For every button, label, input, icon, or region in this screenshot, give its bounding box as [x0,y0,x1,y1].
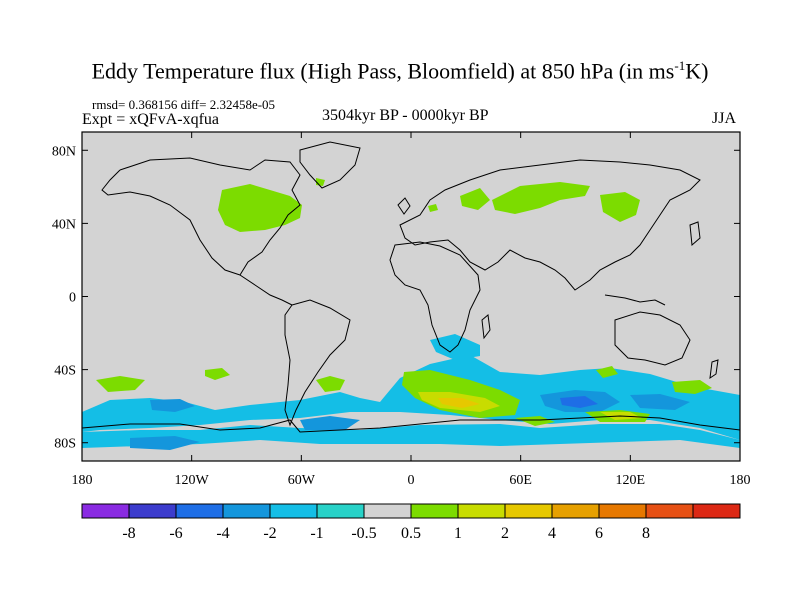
stats-text: rmsd= 0.368156 diff= 2.32458e-05 [92,97,276,112]
colorbar-swatch [175,503,224,519]
lat-label: 40S [54,364,76,379]
latitude-axis: 80N 40N 0 40S 80S [52,144,740,452]
colorbar-swatch [504,503,553,519]
lat-label: 80S [54,437,76,452]
coastline-south-america [284,299,351,427]
colorbar-label: -6 [169,525,182,542]
negative-anomaly-region [130,436,200,450]
colorbar-swatch [128,503,177,519]
colorbar-label: 8 [642,525,650,542]
longitude-axis: 180 120W 60W 0 60E 120E 180 [72,132,751,488]
lat-label: 0 [69,291,76,306]
title-superscript: -1 [674,58,686,73]
colorbar-swatch [363,503,412,519]
positive-anomaly-region [672,380,712,394]
positive-anomaly-region [218,184,302,232]
coastlines [81,141,741,433]
colorbar-swatch [316,503,365,519]
colorbar-swatch [222,503,271,519]
colorbar-label: 0.5 [401,525,421,542]
negative-anomaly-region [630,394,690,410]
colorbar-label: -1 [310,525,323,542]
negative-anomaly-region [82,424,740,448]
positive-anomaly-region [205,368,230,380]
lon-label: 180 [730,473,751,488]
positive-anomaly-region [600,192,640,222]
positive-anomaly-region [428,204,438,212]
season-text: JJA [712,110,737,127]
period-text: 3504kyr BP - 0000kyr BP [322,107,489,124]
positive-anomaly-region [96,376,145,392]
colorbar-swatch [598,503,647,519]
lat-label: 80N [52,144,76,159]
coastline-north-america [101,157,301,306]
positive-anomaly-region [460,188,490,210]
lon-label: 60W [288,473,316,488]
coastline-madagascar [481,314,491,340]
colorbar-label: 1 [454,525,462,542]
coastline-africa [389,241,481,353]
coastline-british-isles [397,197,411,215]
coastline-japan [689,221,701,247]
map-title: Eddy Temperature flux (High Pass, Bloomf… [0,58,800,84]
positive-anomaly-region [316,376,345,392]
colorbar-label: -8 [122,525,135,542]
lon-label: 180 [72,473,93,488]
lon-label: 120W [175,473,210,488]
negative-anomaly-region [150,399,195,412]
negative-anomaly-region [560,396,598,408]
anomaly-fields [82,178,740,450]
lon-label: 120E [616,473,646,488]
coastline-australia [614,311,691,366]
coastline-antarctica [81,415,741,433]
colorbar-label: -4 [216,525,229,542]
colorbar-swatch [551,503,600,519]
colorbar-swatch [457,503,506,519]
title-end: K) [685,58,709,84]
coastline-greenland [299,141,361,189]
lat-label: 40N [52,217,76,232]
lon-label: 0 [408,473,415,488]
positive-anomaly-region [515,416,555,426]
colorbar-swatch [645,503,694,519]
coastline-indonesia [604,294,666,306]
colorbar-label: 4 [548,525,556,542]
colorbar-label: 2 [501,525,509,542]
positive-anomaly-region [596,366,618,378]
colorbar-label: -2 [263,525,276,542]
title-main: Eddy Temperature flux (High Pass, Bloomf… [91,58,675,84]
positive-anomaly-region [492,182,590,214]
negative-anomaly-region [300,416,360,430]
colorbar: -8 -6 -4 -2 -1 -0.5 0.5 1 2 4 6 8 [81,503,741,542]
colorbar-swatch [410,503,459,519]
lon-label: 60E [509,473,532,488]
colorbar-label: 6 [595,525,603,542]
colorbar-label: -0.5 [351,525,376,542]
negative-anomaly-region [82,355,740,440]
coastline-eurasia [399,159,701,291]
colorbar-swatch [269,503,318,519]
positive-anomaly-region [438,398,480,408]
coastline-new-zealand [709,359,719,380]
experiment-text: Expt = xQFvA-xqfua [82,111,220,128]
colorbar-swatch [692,503,741,519]
colorbar-swatch [81,503,130,519]
